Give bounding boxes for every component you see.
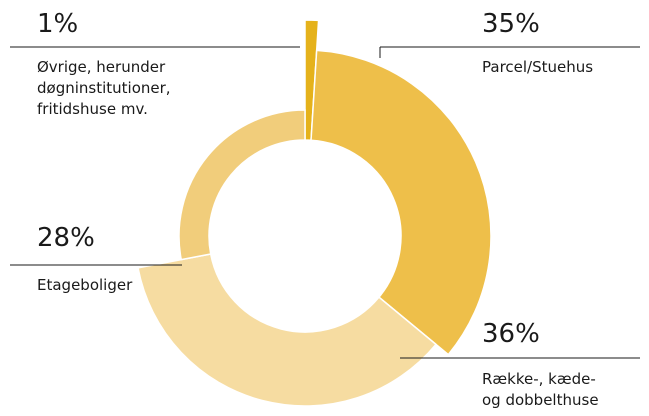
value-label: 28%	[37, 223, 95, 253]
category-label: fritidshuse mv.	[37, 100, 148, 118]
category-label: Række-, kæde-	[482, 370, 596, 388]
value-label: 36%	[482, 319, 540, 349]
category-label: Øvrige, herunder	[37, 58, 166, 76]
pie-segment	[137, 253, 438, 407]
category-label: Etageboliger	[37, 276, 133, 294]
pie-segment	[178, 109, 306, 261]
value-label: 1%	[37, 9, 78, 39]
pie-segment	[310, 49, 492, 356]
category-label: døgninstitutioner,	[37, 79, 171, 97]
category-label: Parcel/Stuehus	[482, 58, 593, 76]
value-label: 35%	[482, 9, 540, 39]
category-label: og dobbelthuse	[482, 391, 599, 409]
